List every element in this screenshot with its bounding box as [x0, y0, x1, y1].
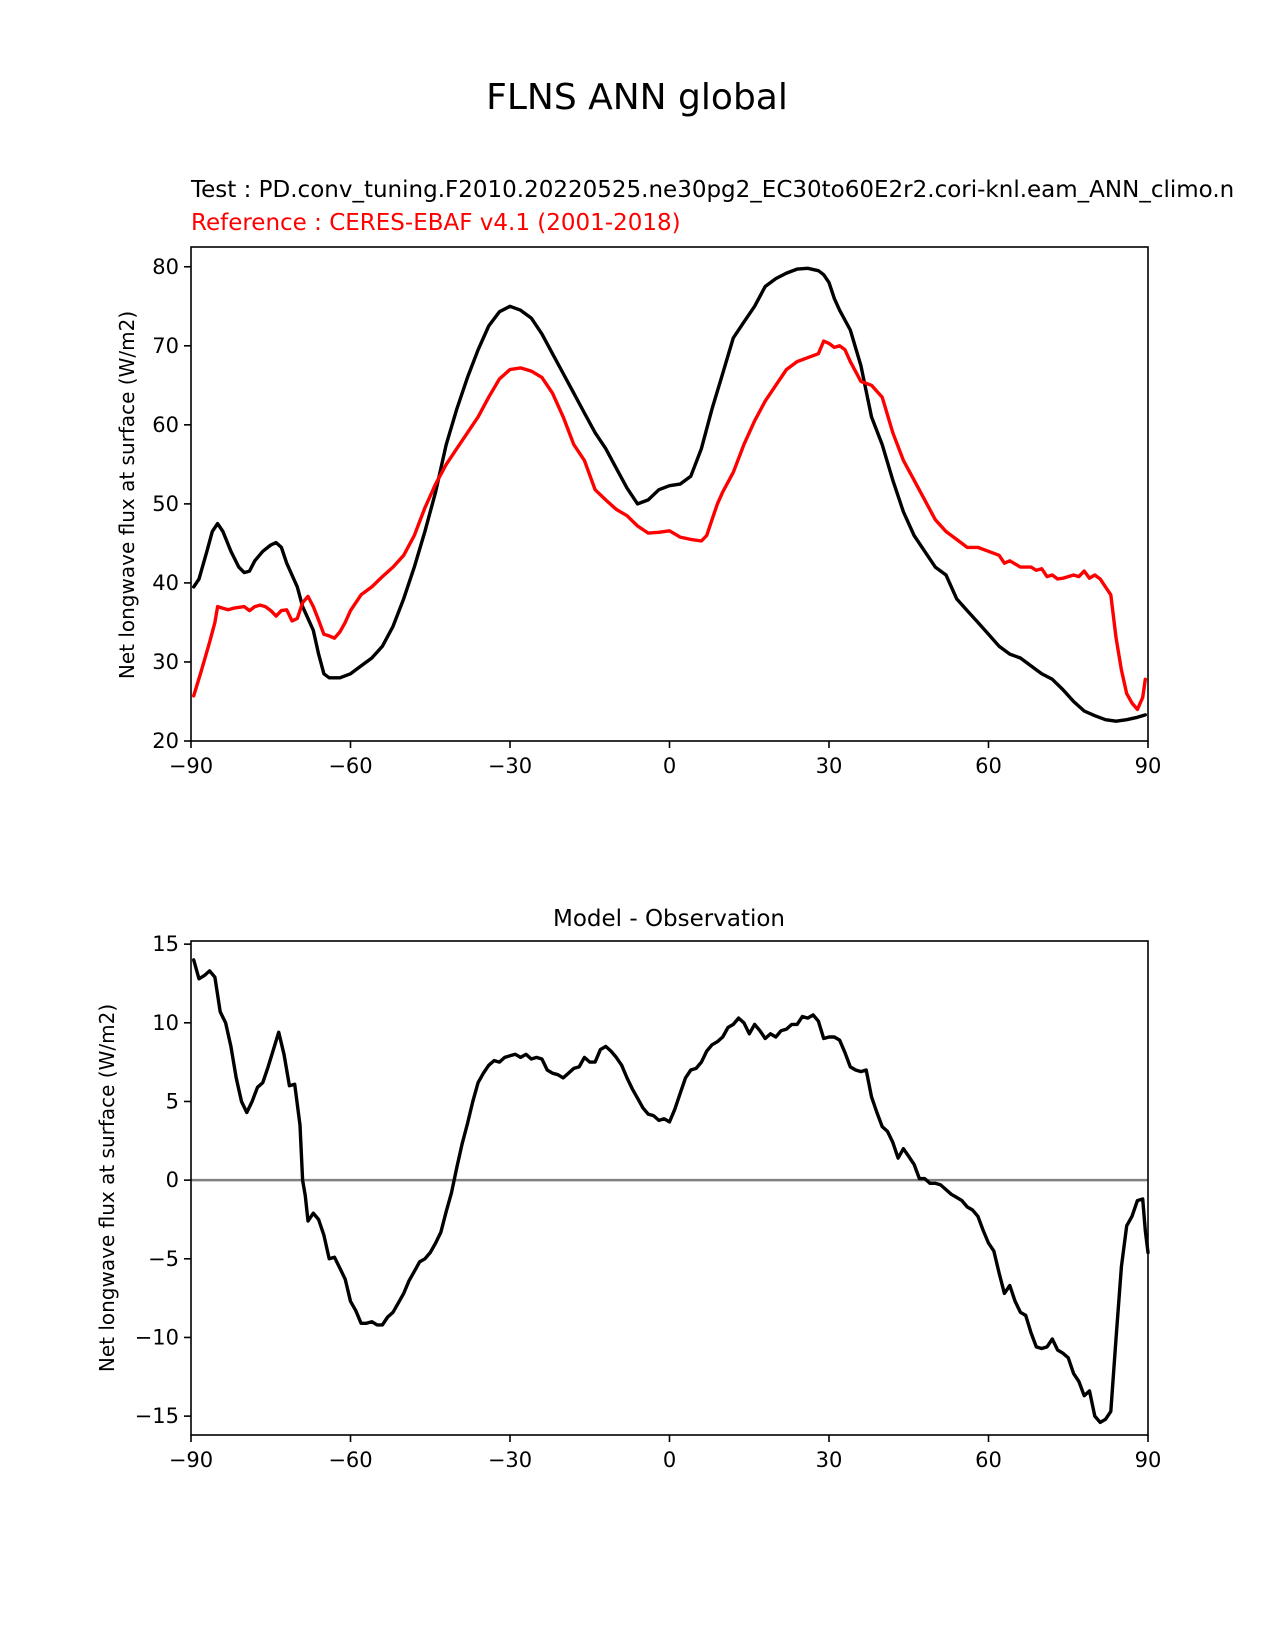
bottom-panel-axes: −90 −60 −30 0 30 60 90 −15 −10 −5 0 5 10 15 — [135, 932, 1162, 1472]
bottom-x-tick-label: −90 — [169, 1448, 213, 1472]
top-x-tick-label: 30 — [816, 754, 843, 778]
bottom-y-tick-label: −10 — [135, 1325, 179, 1349]
bottom-x-tick-label: −30 — [488, 1448, 532, 1472]
top-y-tick-label: 30 — [152, 650, 179, 674]
top-y-tick-label: 80 — [152, 255, 179, 279]
top-series-reference — [191, 339, 1148, 712]
top-y-tick-label: 20 — [152, 729, 179, 753]
top-panel-axes: −90 −60 −30 0 30 60 90 20 30 40 50 60 70 80 — [152, 246, 1162, 778]
bottom-x-tick-label: 30 — [816, 1448, 843, 1472]
top-y-tick-label: 40 — [152, 571, 179, 595]
top-x-tick-label: −30 — [488, 754, 532, 778]
top-axes-frame — [190, 246, 1149, 742]
top-x-tick-label: −60 — [328, 754, 372, 778]
bottom-y-tick-label: −5 — [148, 1247, 179, 1271]
bottom-x-tick-label: 90 — [1135, 1448, 1162, 1472]
reference-label: Reference : CERES-EBAF v4.1 (2001-2018) — [191, 210, 681, 236]
top-panel-ylabel: Net longwave flux at surface (W/m2) — [115, 311, 139, 679]
top-series-test — [191, 266, 1148, 723]
top-x-tick-label: 90 — [1135, 754, 1162, 778]
top-panel-series — [191, 266, 1148, 723]
bottom-x-tick-label: 0 — [663, 1448, 676, 1472]
bottom-panel: −90 −60 −30 0 30 60 90 −15 −10 −5 0 5 10 15 Net longw… — [95, 932, 1161, 1472]
figure-title: FLNS ANN global — [486, 77, 788, 118]
bottom-y-tick-label: 0 — [166, 1168, 179, 1192]
bottom-y-tick-label: −15 — [135, 1404, 179, 1428]
bottom-y-tick-label: 5 — [166, 1089, 179, 1113]
bottom-panel-ylabel: Net longwave flux at surface (W/m2) — [95, 1004, 119, 1372]
bottom-y-tick-label: 10 — [152, 1011, 179, 1035]
bottom-series-model-observation — [191, 958, 1150, 1425]
top-y-tick-label: 60 — [152, 413, 179, 437]
top-x-tick-label: 0 — [663, 754, 676, 778]
bottom-y-tick-label: 15 — [152, 932, 179, 956]
top-y-tick-label: 50 — [152, 492, 179, 516]
bottom-x-tick-label: −60 — [328, 1448, 372, 1472]
test-label: Test : PD.conv_tuning.F2010.20220525.ne3… — [190, 177, 1234, 203]
top-x-tick-label: −90 — [169, 754, 213, 778]
difference-panel-title: Model - Observation — [553, 906, 785, 932]
bottom-x-tick-label: 60 — [975, 1448, 1002, 1472]
bottom-panel-series — [191, 958, 1150, 1425]
top-y-tick-label: 70 — [152, 334, 179, 358]
top-panel: −90 −60 −30 0 30 60 90 20 30 40 50 60 70 80 Net longw… — [115, 246, 1162, 778]
bottom-axes-frame — [190, 940, 1149, 1436]
top-x-tick-label: 60 — [975, 754, 1002, 778]
